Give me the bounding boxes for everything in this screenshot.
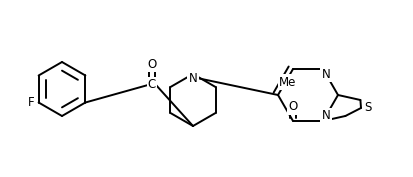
Text: S: S	[363, 101, 371, 115]
Text: Me: Me	[279, 76, 296, 88]
Text: F: F	[28, 96, 35, 109]
Text: O: O	[288, 101, 297, 113]
Text: N: N	[188, 73, 197, 85]
Text: C: C	[147, 79, 156, 92]
Text: O: O	[147, 58, 156, 70]
Text: N: N	[321, 67, 330, 81]
Text: N: N	[321, 110, 330, 122]
